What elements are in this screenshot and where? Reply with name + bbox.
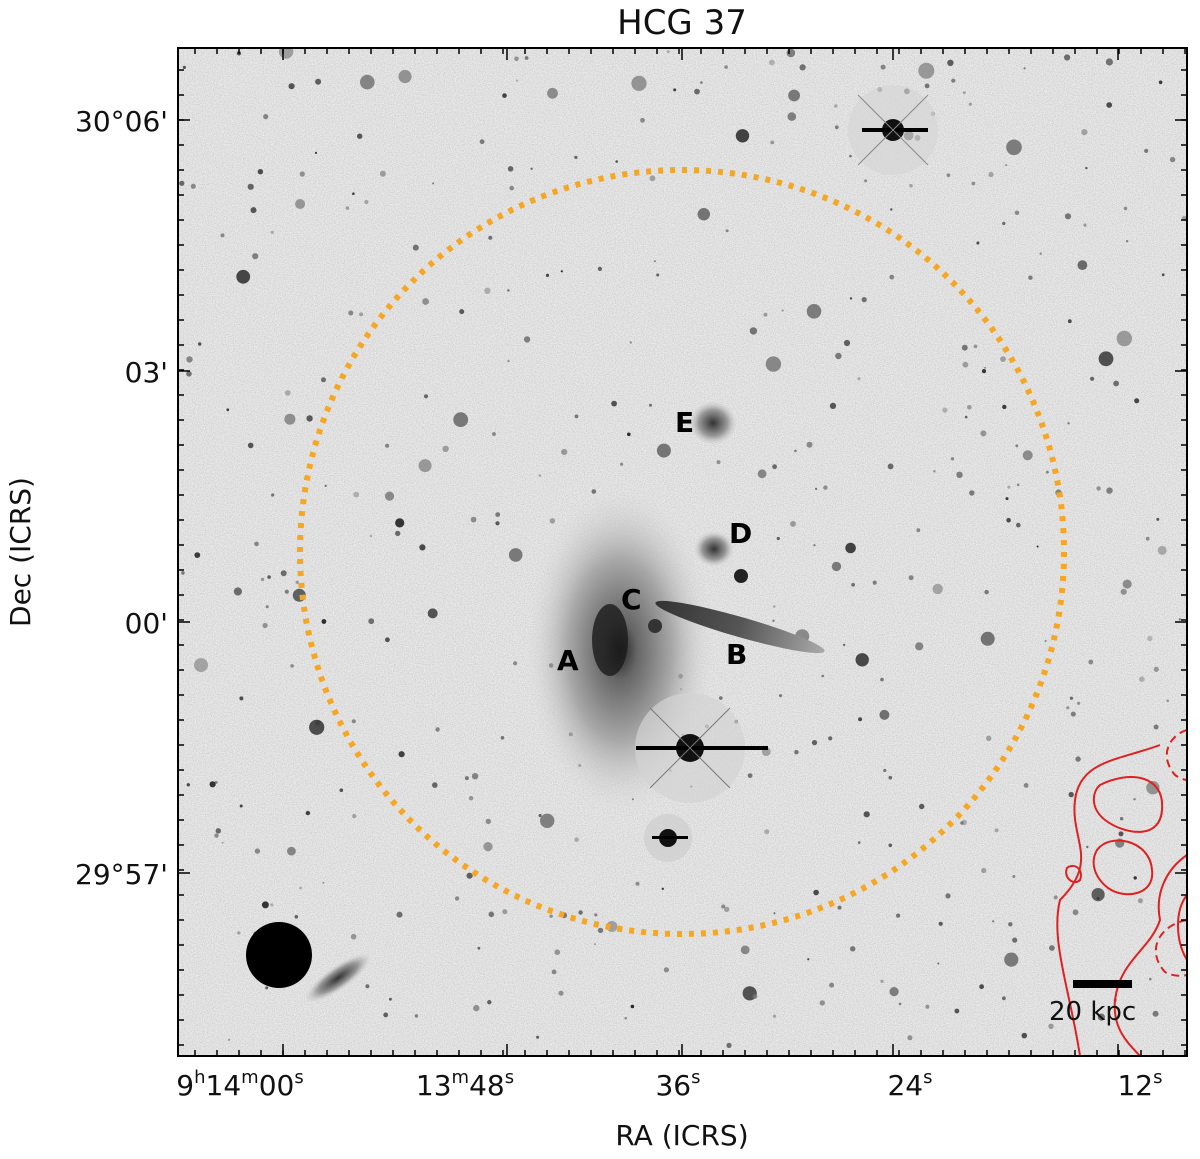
- group-radius-circle: [297, 167, 1067, 937]
- ra-tick-label-0: 9h14m00s: [176, 1067, 303, 1102]
- ra-tick-label-4: 12s: [1117, 1067, 1162, 1102]
- dec-tick-label-3: 29°57': [75, 858, 168, 891]
- label-C: C: [621, 583, 642, 616]
- galaxy-D: [694, 531, 734, 567]
- sky-image: [178, 48, 1187, 1056]
- galaxy-B: [655, 600, 825, 654]
- star-top-right: [848, 85, 938, 175]
- radio-contours: [1056, 729, 1187, 1056]
- dec-tick-label-1: 03': [125, 356, 168, 389]
- star-bottom: [644, 814, 692, 862]
- dec-tick-label-2: 00': [125, 607, 168, 640]
- scale-bar-label: 20 kpc: [1049, 997, 1136, 1027]
- plot-title: HCG 37: [617, 3, 747, 43]
- ra-tick-label-3: 24s: [887, 1067, 932, 1102]
- axis-ticks: [178, 48, 1187, 1056]
- ra-tick-label-1: 13m48s: [416, 1067, 514, 1102]
- label-B: B: [726, 638, 747, 671]
- beam-icon: [246, 922, 312, 988]
- scale-bar-icon: [1073, 980, 1132, 988]
- galaxy-C: [648, 619, 662, 633]
- y-axis-label: Dec (ICRS): [4, 477, 37, 627]
- label-A: A: [557, 644, 579, 677]
- bright-star: [635, 693, 768, 803]
- ra-tick-label-2: 36s: [655, 1067, 700, 1102]
- dec-tick-label-0: 30°06': [75, 105, 168, 138]
- galaxy-E: [689, 401, 737, 445]
- label-E: E: [675, 406, 694, 439]
- label-D: D: [729, 517, 752, 550]
- x-axis-label: RA (ICRS): [615, 1119, 748, 1152]
